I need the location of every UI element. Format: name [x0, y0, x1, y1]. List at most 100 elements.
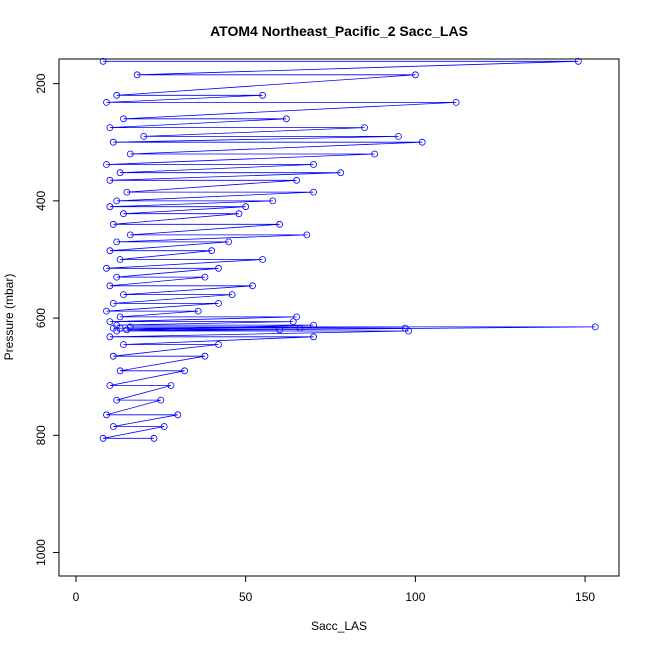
data-point — [99, 434, 107, 442]
chart-title: ATOM4 Northeast_Pacific_2 Sacc_LAS — [210, 23, 468, 39]
data-point — [296, 324, 304, 332]
y-axis-label: Pressure (mbar) — [2, 274, 16, 361]
data-point — [303, 231, 311, 239]
data-point — [361, 124, 368, 131]
data-point — [411, 71, 419, 79]
data-point — [106, 333, 114, 341]
data-point — [160, 423, 168, 430]
data-point — [103, 264, 110, 272]
data-point — [293, 313, 301, 321]
data-point — [310, 188, 317, 196]
data-point — [113, 91, 121, 99]
x-axis-label: Sacc_LAS — [311, 619, 367, 633]
data-point — [109, 220, 117, 228]
y-tick-label: 200 — [34, 73, 48, 93]
data-point — [225, 238, 233, 246]
data-point — [123, 188, 131, 196]
data-point — [113, 327, 121, 335]
data-point — [208, 247, 216, 255]
data-point — [150, 434, 158, 442]
data-point — [235, 210, 243, 218]
data-point — [106, 382, 114, 389]
data-point — [109, 352, 117, 360]
y-tick-label: 1000 — [34, 539, 48, 566]
data-point — [181, 367, 189, 375]
data-point — [591, 323, 599, 331]
data-point — [201, 273, 209, 281]
data-point — [215, 341, 222, 348]
y-axis: 200 400 600 800 1000 — [34, 73, 60, 566]
data-point — [574, 57, 582, 65]
data-point — [109, 138, 117, 146]
data-point — [293, 176, 301, 184]
data-point — [106, 318, 114, 326]
data-point — [276, 326, 284, 334]
data-point — [120, 341, 127, 348]
data-point — [228, 291, 236, 299]
x-tick-label: 50 — [239, 590, 253, 604]
data-point — [157, 396, 165, 404]
data-point — [106, 282, 114, 290]
y-tick-label: 400 — [34, 191, 48, 211]
data-point — [418, 138, 426, 146]
data-point — [120, 210, 127, 218]
y-tick-label: 600 — [34, 308, 48, 328]
series-layer — [99, 57, 599, 442]
data-point — [120, 115, 127, 123]
data-point — [103, 411, 110, 419]
data-point — [194, 307, 202, 315]
x-tick-label: 0 — [73, 590, 80, 604]
data-point — [242, 203, 250, 211]
data-point — [215, 299, 222, 307]
data-point — [103, 307, 110, 315]
data-point — [113, 396, 121, 404]
data-point — [116, 313, 124, 321]
data-point — [259, 256, 267, 263]
data-point — [106, 203, 114, 211]
data-point — [310, 321, 317, 329]
data-point — [109, 299, 117, 307]
data-point — [371, 150, 379, 158]
data-point — [259, 91, 267, 99]
data-point — [99, 57, 107, 65]
data-point — [174, 411, 182, 419]
data-point — [126, 323, 134, 331]
data-point — [201, 352, 209, 360]
data-point — [113, 197, 121, 205]
data-point — [106, 176, 114, 184]
data-point — [269, 197, 277, 205]
data-point — [310, 161, 317, 168]
data-point — [140, 132, 148, 140]
data-point — [394, 132, 402, 140]
data-point — [276, 220, 284, 228]
data-point — [282, 115, 290, 123]
x-tick-label: 150 — [575, 590, 595, 604]
data-point — [405, 327, 413, 335]
data-point — [116, 169, 124, 177]
data-point — [113, 238, 121, 246]
data-point — [116, 367, 124, 375]
data-point — [116, 256, 124, 263]
data-point — [109, 423, 117, 430]
data-point — [215, 264, 222, 272]
y-tick-label: 800 — [34, 425, 48, 445]
data-point — [167, 382, 175, 389]
data-point — [120, 291, 127, 299]
data-point — [103, 161, 110, 168]
data-point — [133, 71, 141, 79]
data-point — [249, 282, 256, 290]
data-point — [106, 124, 114, 131]
data-point — [106, 247, 114, 255]
data-point — [289, 318, 297, 326]
data-point — [126, 150, 134, 158]
series-line — [103, 60, 596, 439]
data-point — [310, 333, 317, 341]
x-tick-label: 100 — [405, 590, 425, 604]
data-point — [103, 99, 110, 106]
data-point — [126, 231, 134, 239]
data-point — [113, 273, 121, 281]
x-axis: 0 50 100 150 — [73, 575, 595, 604]
data-point — [337, 169, 345, 177]
data-point — [452, 99, 460, 106]
